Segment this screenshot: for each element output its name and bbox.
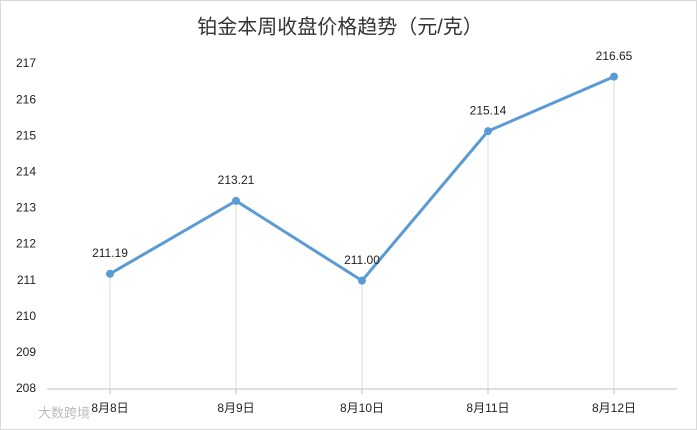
x-tick-label: 8月12日: [592, 401, 636, 415]
y-tick-label: 210: [16, 309, 36, 323]
watermark: 大数跨境: [38, 405, 90, 420]
point: [610, 72, 618, 81]
y-tick-label: 217: [16, 56, 36, 70]
point: [484, 127, 492, 136]
y-tick-label: 208: [16, 381, 36, 395]
x-tick-label: 8月11日: [466, 401, 509, 415]
y-tick-label: 216: [16, 92, 36, 106]
x-tick-label: 8月10日: [340, 401, 384, 415]
point: [232, 196, 240, 205]
point: [106, 269, 114, 278]
value-label: 211.19: [92, 246, 128, 260]
y-tick-label: 213: [16, 201, 36, 215]
value-label: 211.00: [344, 253, 380, 267]
x-tick-label: 8月8日: [91, 401, 128, 415]
y-tick-label: 215: [16, 128, 36, 142]
y-tick-label: 212: [16, 237, 36, 251]
point: [358, 276, 366, 285]
value-label: 215.14: [470, 103, 507, 117]
y-tick-label: 211: [17, 273, 36, 287]
y-tick-label: 209: [16, 345, 36, 359]
value-label: 213.21: [218, 173, 255, 187]
value-label: 216.65: [596, 49, 633, 63]
chart-title: 铂金本周收盘价格趋势（元/克）: [197, 15, 483, 38]
x-tick-label: 8月9日: [217, 401, 254, 415]
y-tick-label: 214: [16, 165, 36, 179]
